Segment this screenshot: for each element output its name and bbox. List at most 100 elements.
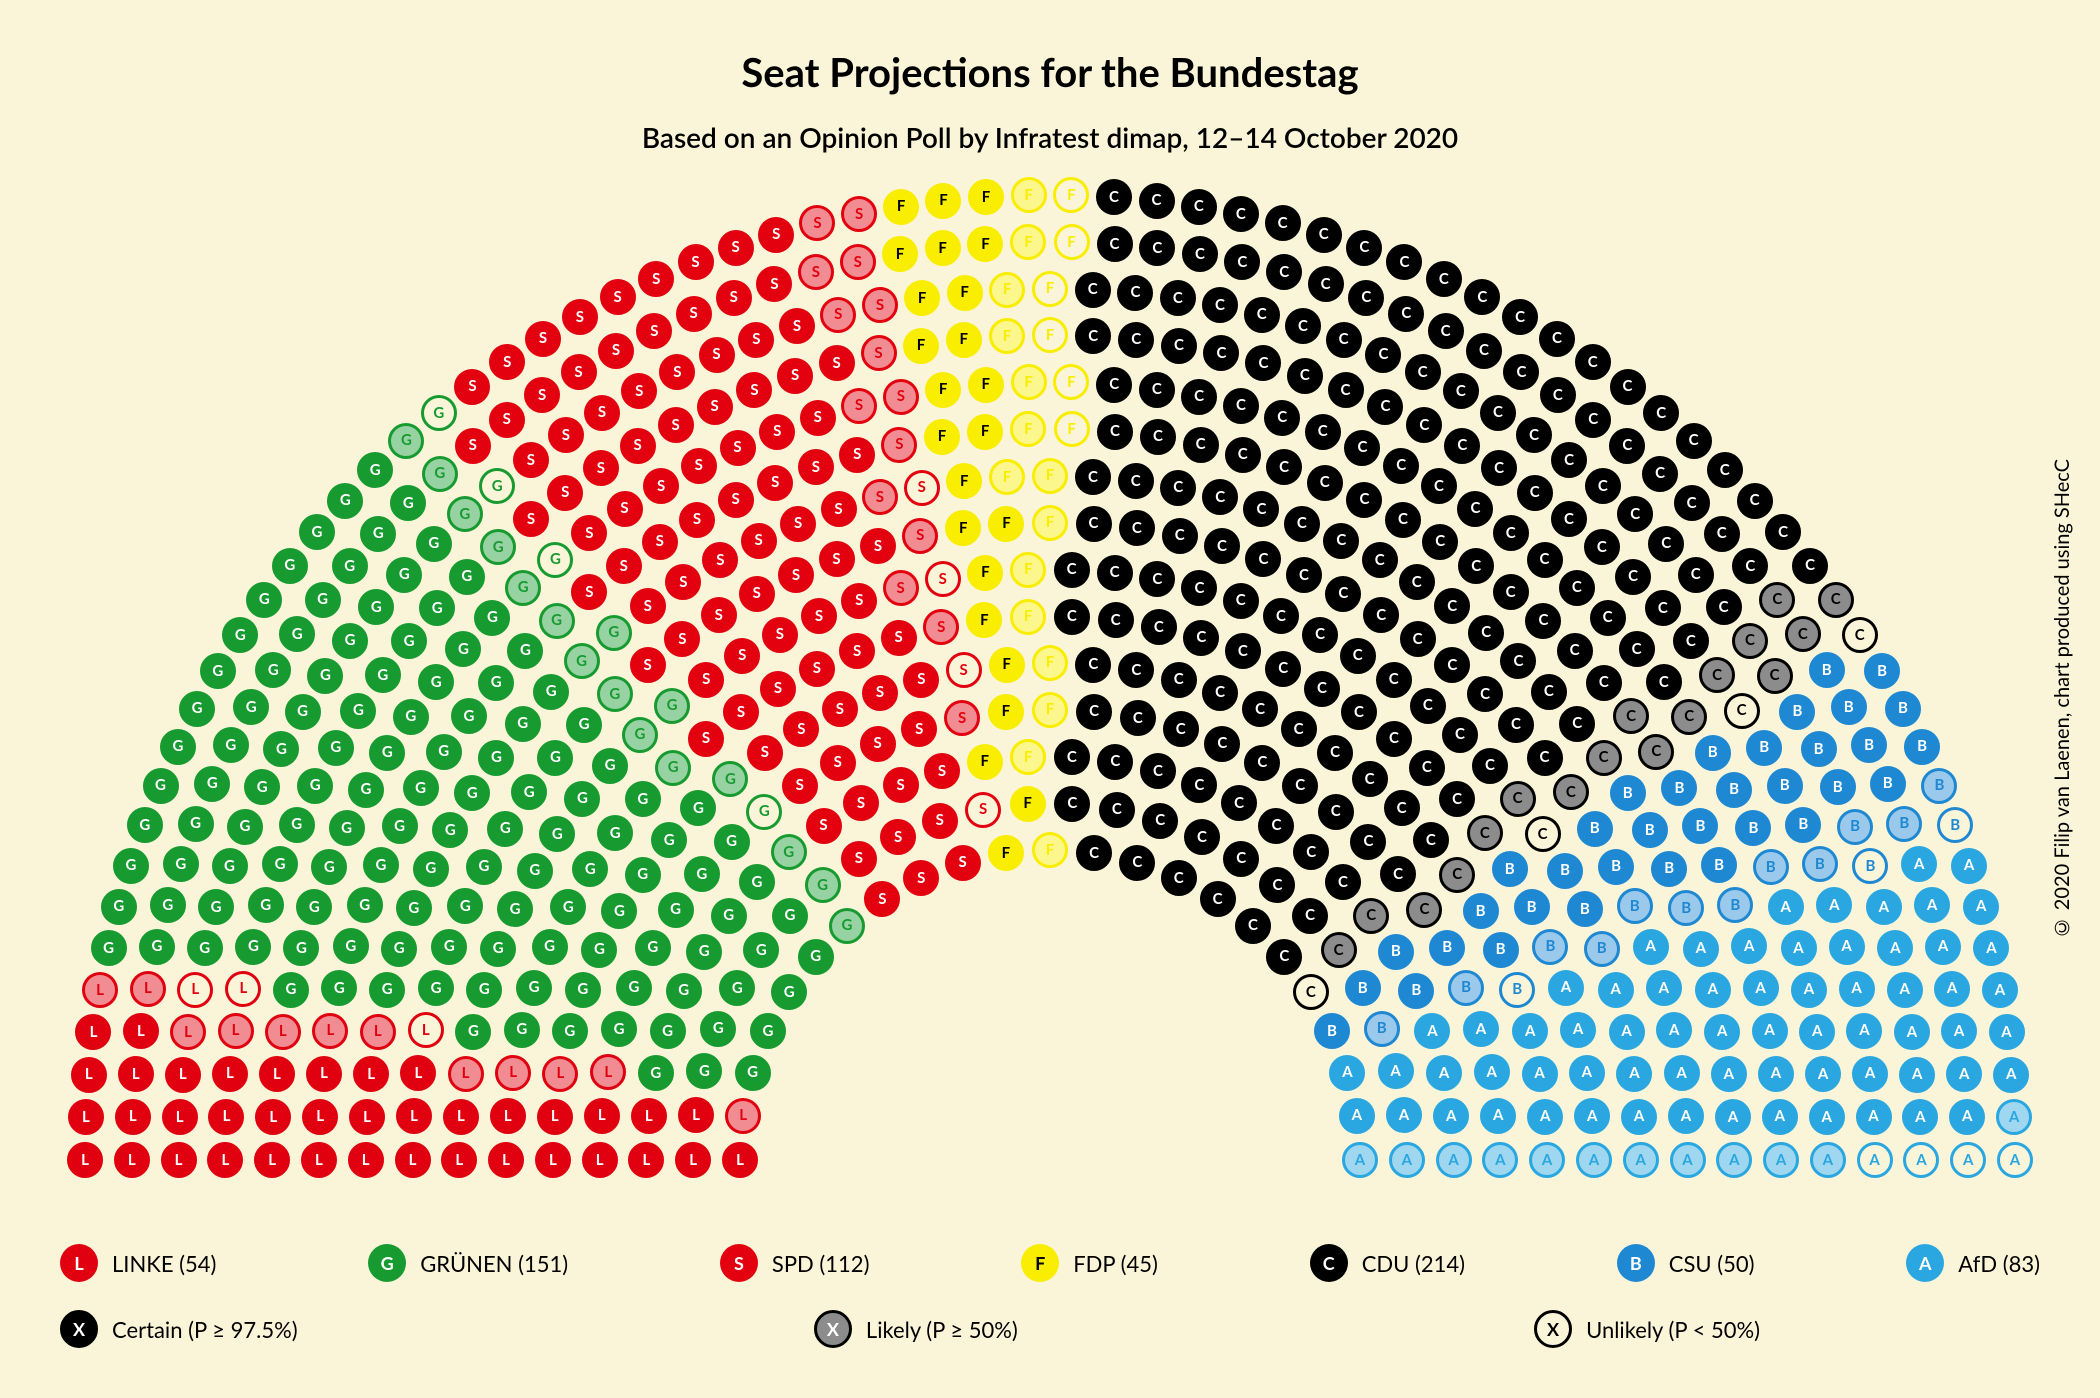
seat-spd: S <box>561 354 597 390</box>
seat-cdu: C <box>1075 647 1111 683</box>
seat-afd: A <box>1781 930 1817 966</box>
seat-cdu: C <box>1182 236 1218 272</box>
seat-gruenen: G <box>178 806 214 842</box>
seat-cdu: C <box>1160 470 1196 506</box>
seat-afd: A <box>1731 928 1767 964</box>
seat-gruenen: G <box>597 676 633 712</box>
seat-fdp: F <box>1032 505 1068 541</box>
seat-cdu: C <box>1443 373 1479 409</box>
seat-gruenen: G <box>466 849 502 885</box>
seat-spd: S <box>762 617 798 653</box>
seat-cdu: C <box>1317 735 1353 771</box>
seat-gruenen: G <box>622 717 658 753</box>
seat-gruenen: G <box>447 496 483 532</box>
seat-spd: S <box>862 287 898 323</box>
seat-cdu: C <box>1467 676 1503 712</box>
seat-spd: S <box>782 768 818 804</box>
seat-spd: S <box>489 402 525 438</box>
seat-cdu: C <box>1140 419 1176 455</box>
seat-cdu: C <box>1139 183 1175 219</box>
seat-linke: L <box>208 1099 244 1135</box>
seat-spd: S <box>799 205 835 241</box>
seat-spd: S <box>741 523 777 559</box>
seat-afd: A <box>1839 971 1875 1007</box>
seat-spd: S <box>571 515 607 551</box>
seat-fdp: F <box>968 179 1004 215</box>
seat-afd: A <box>1857 1142 1893 1178</box>
seat-cdu: C <box>1202 675 1238 711</box>
seat-linke: L <box>67 1142 103 1178</box>
seat-gruenen: G <box>179 691 215 727</box>
seat-linke: L <box>259 1056 295 1092</box>
seat-cdu: C <box>1671 699 1707 735</box>
seat-afd: A <box>1816 887 1852 923</box>
seat-cdu: C <box>1421 468 1457 504</box>
seat-linke: L <box>225 971 261 1007</box>
seat-cdu: C <box>1610 369 1646 405</box>
seat-afd: A <box>1768 889 1804 925</box>
seat-cdu: C <box>1586 740 1622 776</box>
seat-gruenen: G <box>478 740 514 776</box>
seat-cdu: C <box>1551 442 1587 478</box>
seat-afd: A <box>1414 1013 1450 1049</box>
seat-gruenen: G <box>746 794 782 830</box>
seat-linke: L <box>306 1056 342 1092</box>
seat-afd: A <box>1378 1053 1414 1089</box>
seat-spd: S <box>800 400 836 436</box>
seat-afd: A <box>1704 1014 1740 1050</box>
seat-cdu: C <box>1321 932 1357 968</box>
seat-cdu: C <box>1500 781 1536 817</box>
seat-gruenen: G <box>381 931 417 967</box>
seat-gruenen: G <box>511 774 547 810</box>
chart-stage: Seat Projections for the Bundestag Based… <box>0 0 2100 1398</box>
seat-afd: A <box>1852 1056 1888 1092</box>
seat-csu: B <box>1429 930 1465 966</box>
seat-afd: A <box>1715 1099 1751 1135</box>
seat-cdu: C <box>1673 623 1709 659</box>
seat-spd: S <box>924 753 960 789</box>
legend-certainty-swatch: X <box>1534 1310 1572 1348</box>
seat-linke: L <box>301 1142 337 1178</box>
seat-cdu: C <box>1292 898 1328 934</box>
seat-afd: A <box>1623 1142 1659 1178</box>
legend-party-afd: AAfD (83) <box>1906 1244 2040 1282</box>
seat-gruenen: G <box>504 1012 540 1048</box>
seat-afd: A <box>1474 1054 1510 1090</box>
seat-afd: A <box>1973 930 2009 966</box>
seat-cdu: C <box>1308 266 1344 302</box>
seat-cdu: C <box>1075 272 1111 308</box>
chart-subtitle: Based on an Opinion Poll by Infratest di… <box>0 120 2100 154</box>
seat-spd: S <box>548 417 584 453</box>
seat-spd: S <box>679 502 715 538</box>
seat-csu: B <box>1632 812 1668 848</box>
seat-gruenen: G <box>422 456 458 492</box>
seat-cdu: C <box>1531 674 1567 710</box>
seat-gruenen: G <box>466 972 502 1008</box>
legend-label: CDU (214) <box>1362 1250 1465 1277</box>
seat-cdu: C <box>1350 824 1386 860</box>
seat-cdu: C <box>1585 468 1621 504</box>
seat-cdu: C <box>1328 372 1364 408</box>
seat-cdu: C <box>1502 299 1538 335</box>
seat-cdu: C <box>1409 750 1445 786</box>
legend-certainty-swatch: X <box>814 1310 852 1348</box>
seat-cdu: C <box>1642 456 1678 492</box>
seat-gruenen: G <box>654 688 690 724</box>
seat-gruenen: G <box>348 772 384 808</box>
seat-afd: A <box>1743 970 1779 1006</box>
seat-cdu: C <box>1221 785 1257 821</box>
seat-cdu: C <box>1428 313 1464 349</box>
seat-cdu: C <box>1842 617 1878 653</box>
seat-cdu: C <box>1323 523 1359 559</box>
seat-cdu: C <box>1161 860 1197 896</box>
seat-afd: A <box>1993 1057 2029 1093</box>
seat-cdu: C <box>1818 582 1854 618</box>
seat-gruenen: G <box>150 887 186 923</box>
seat-cdu: C <box>1584 529 1620 565</box>
legend-label: FDP (45) <box>1073 1250 1158 1277</box>
seat-afd: A <box>1982 972 2018 1008</box>
seat-cdu: C <box>1439 781 1475 817</box>
seat-cdu: C <box>1493 574 1529 610</box>
seat-gruenen: G <box>347 887 383 923</box>
seat-afd: A <box>1574 1098 1610 1134</box>
